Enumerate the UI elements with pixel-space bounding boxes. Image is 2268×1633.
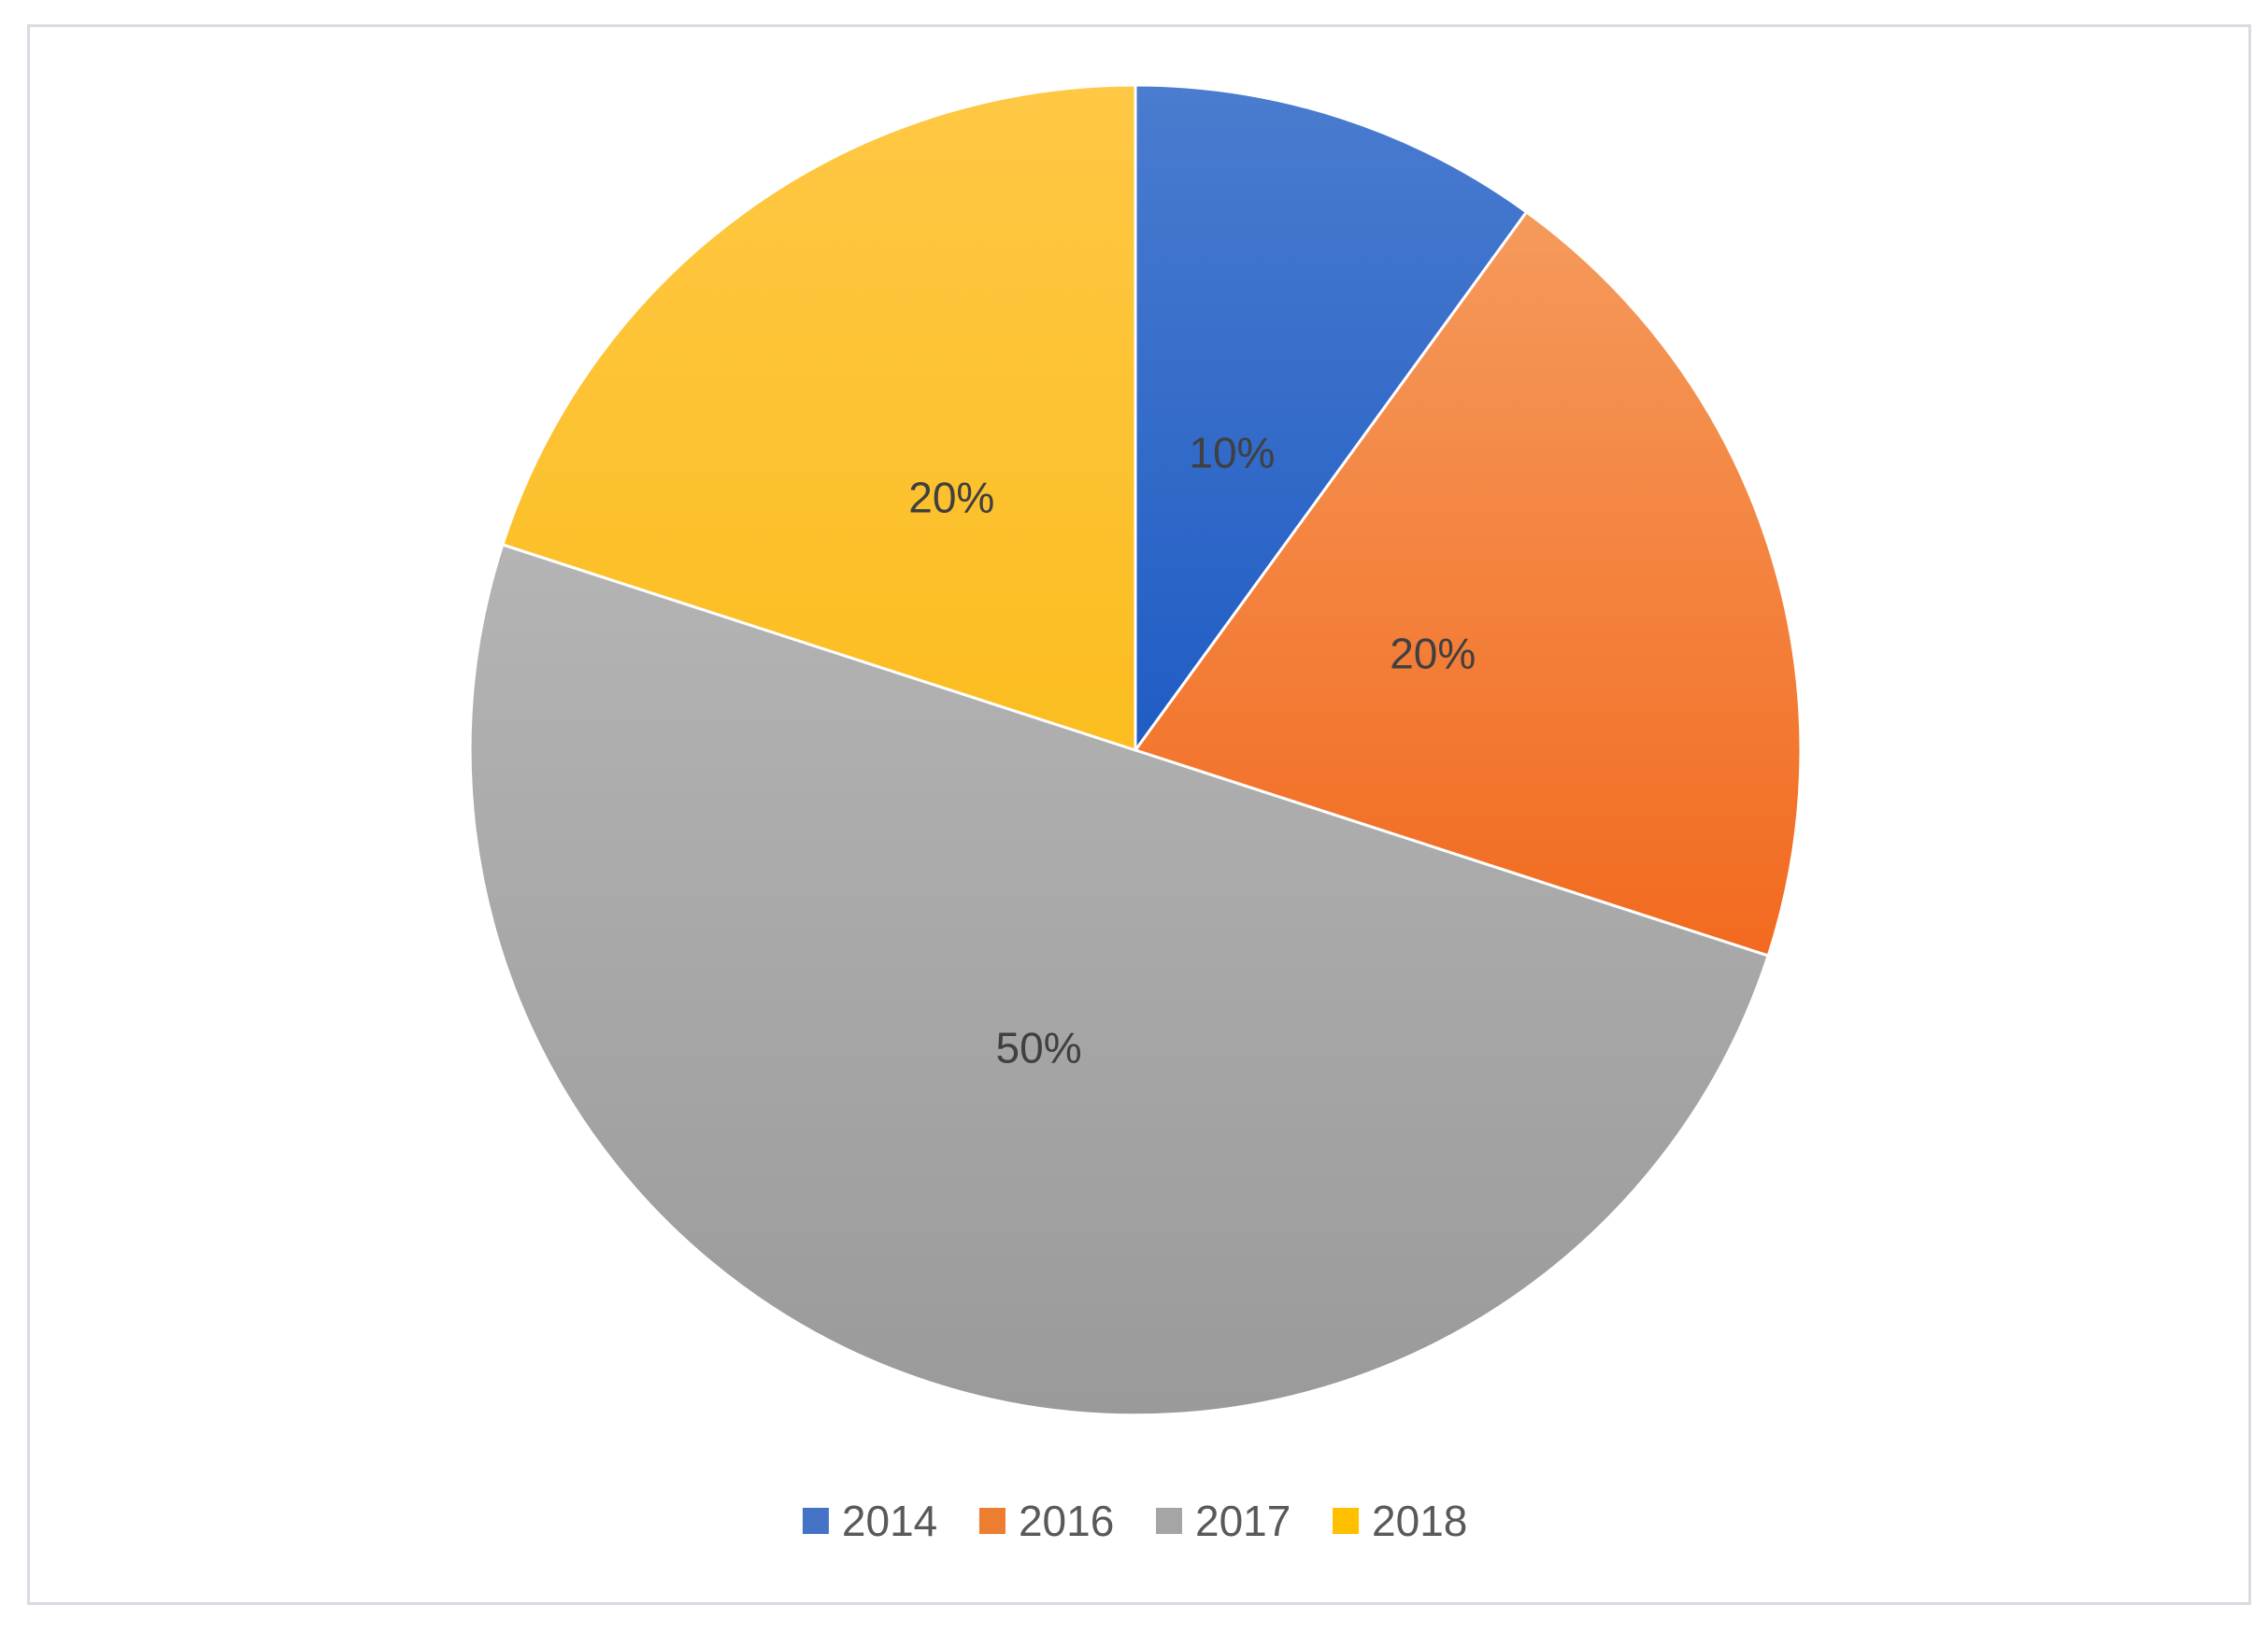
pie-slices <box>470 83 1803 1415</box>
legend-item-2014: 2014 <box>802 1497 937 1545</box>
legend-label-2014: 2014 <box>842 1497 937 1545</box>
legend-swatch-2014 <box>802 1508 829 1534</box>
legend-item-2016: 2016 <box>978 1497 1114 1545</box>
pie-data-labels: 10% 20% 50% 20% <box>908 429 1476 1072</box>
legend-swatch-2017 <box>1156 1508 1182 1534</box>
legend-item-2018: 2018 <box>1333 1497 1467 1545</box>
pie-slice-2018 <box>500 83 1137 753</box>
data-label-2016: 20% <box>1390 630 1476 678</box>
data-label-2017: 50% <box>996 1023 1082 1072</box>
legend-label-2018: 2018 <box>1372 1497 1467 1545</box>
legend-item-2017: 2017 <box>1156 1497 1291 1545</box>
pie-slice-2017 <box>470 545 1768 1415</box>
data-label-2014: 10% <box>1189 429 1275 477</box>
legend-swatch-2018 <box>1333 1508 1360 1534</box>
legend-swatch-2016 <box>978 1508 1006 1534</box>
legend-label-2016: 2016 <box>1019 1497 1114 1545</box>
pie-slice-2014 <box>1134 83 1529 755</box>
legend: 2014 2016 2017 2018 <box>802 1497 1467 1545</box>
pie-slice-2016 <box>1133 209 1803 958</box>
data-label-2018: 20% <box>908 473 994 521</box>
legend-label-2017: 2017 <box>1195 1497 1291 1545</box>
